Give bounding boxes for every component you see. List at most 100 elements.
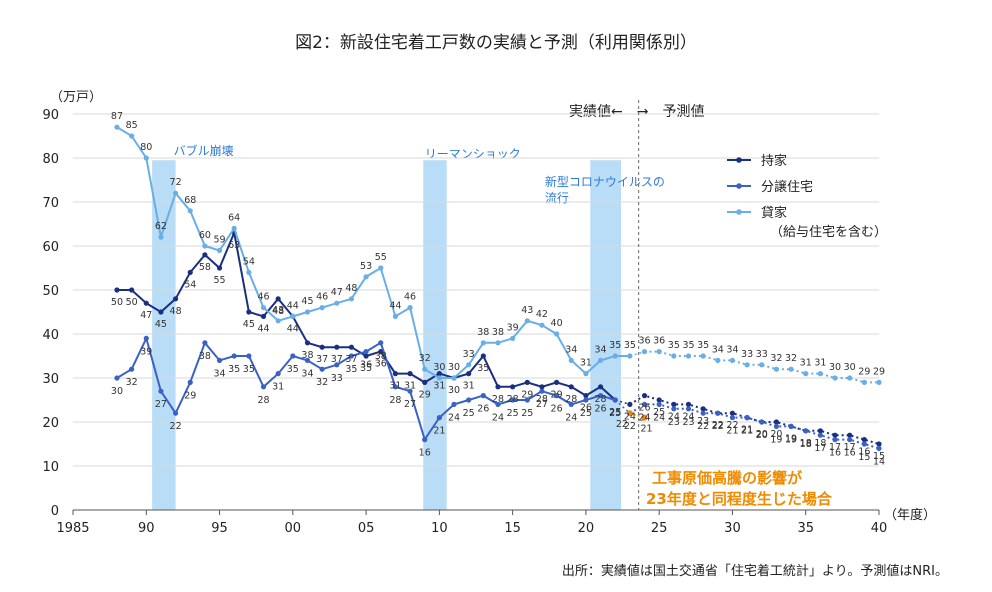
label-1-2003: 33 (331, 373, 343, 384)
label-0-1994: 58 (199, 262, 211, 273)
point-2-2004 (348, 296, 355, 302)
fpoint-1-2029 (715, 410, 721, 416)
point-1-2017 (539, 388, 545, 394)
point-1-2021 (597, 393, 604, 399)
point-2-1998 (260, 305, 267, 311)
fpoint-1-2026 (671, 406, 677, 412)
flabel-0-2025: 25 (653, 407, 665, 418)
label-2-1993: 68 (184, 195, 196, 206)
label-0-2013: 35 (477, 363, 489, 374)
band-2 (423, 160, 447, 510)
label-1-2020: 25 (580, 408, 592, 419)
label-0-2012: 31 (463, 381, 475, 392)
label-1-2002: 32 (316, 377, 328, 388)
point-1-2014 (495, 401, 501, 407)
label-1-2008: 27 (404, 399, 416, 410)
point-0-2007 (392, 371, 398, 377)
label-2-1996: 64 (228, 212, 240, 223)
fpoint-2-2031 (744, 362, 750, 368)
flabel-2-2032: 33 (756, 349, 768, 360)
label-1-2006: 38 (375, 351, 387, 362)
label-2-2000: 44 (287, 300, 299, 311)
fpoint-0-2025 (656, 397, 662, 403)
flabel-1-2023: 22 (624, 421, 636, 432)
chart-title: 図2：新設住宅着工戸数の実績と予測（利用関係別） (295, 33, 697, 53)
label-2-2016: 43 (521, 305, 533, 316)
fpoint-1-2031 (744, 415, 750, 421)
point-0-1999 (275, 296, 281, 302)
label-0-1996: 63 (228, 240, 240, 251)
label-0-1998: 44 (257, 323, 269, 334)
flabel-0-2028: 23 (697, 416, 709, 427)
point-0-2001 (304, 340, 311, 346)
point-1-1993 (187, 379, 193, 385)
fpoint-0-2027 (685, 401, 692, 407)
label-2-2003: 47 (331, 287, 343, 298)
flabel-2-2024: 36 (638, 336, 650, 347)
fpoint-2-2030 (729, 357, 736, 363)
label-1-2005: 36 (360, 360, 372, 371)
fpoint-0-2037 (832, 432, 838, 438)
x-tick-90: 90 (138, 521, 155, 536)
point-2-2017 (539, 322, 545, 328)
label-0-2014: 28 (492, 394, 504, 405)
point-1-1990 (143, 335, 149, 341)
label-2-2013: 38 (477, 327, 489, 338)
fpoint-2-2034 (788, 366, 794, 372)
point-2-1988 (114, 124, 120, 130)
flabel-0-2035: 18 (800, 438, 812, 449)
label-2-1990: 80 (140, 142, 152, 153)
fpoint-2-2035 (803, 371, 809, 377)
point-1-1988 (114, 375, 120, 381)
point-2-2002 (319, 305, 325, 311)
point-2-2023 (627, 353, 633, 359)
point-1-2022 (612, 397, 618, 403)
legend-label-0: 持家 (761, 153, 787, 169)
flabel-2-2036: 31 (814, 358, 826, 369)
point-0-2004 (348, 344, 355, 350)
fpoint-1-2037 (832, 437, 838, 443)
label-1-2007: 28 (389, 395, 401, 406)
point-2-2008 (407, 305, 413, 311)
y-tick-70: 70 (42, 196, 59, 211)
point-0-2013 (480, 353, 486, 359)
flabel-1-2026: 23 (668, 417, 680, 428)
flabel-2-2035: 31 (800, 358, 812, 369)
label-1-2022: 25 (609, 408, 621, 419)
flabel-0-2023: 24 (624, 411, 636, 422)
y-tick-50: 50 (42, 284, 59, 299)
fpoint-1-2040 (876, 445, 882, 451)
fpoint-2-2026 (671, 353, 677, 359)
flabel-0-2034: 19 (785, 433, 797, 444)
label-2-2002: 46 (316, 292, 328, 303)
fpoint-1-2024 (641, 401, 648, 407)
label-1-1994: 38 (199, 351, 211, 362)
point-2-2006 (378, 265, 384, 271)
point-2-1993 (187, 208, 193, 214)
fpoint-0-2033 (773, 419, 780, 425)
label-2-2020: 31 (580, 358, 592, 369)
flabel-2-2034: 32 (785, 353, 797, 364)
point-0-2002 (319, 344, 325, 350)
legend-label-1: 分譲住宅 (761, 179, 813, 195)
label-2-1988: 87 (111, 111, 123, 122)
point-2-2003 (334, 300, 340, 306)
fpoint-0-2040 (876, 441, 882, 447)
point-1-1999 (275, 371, 281, 377)
label-1-1988: 30 (111, 386, 123, 397)
point-0-1992 (172, 296, 179, 302)
point-2-1992 (172, 190, 179, 196)
x-tick-1985: 1985 (56, 521, 89, 536)
fpoint-2-2028 (700, 353, 706, 359)
point-0-2019 (568, 384, 574, 390)
point-0-1998 (260, 313, 267, 319)
label-2-2007: 44 (389, 300, 401, 311)
fpoint-2-2037 (832, 375, 838, 381)
point-2-2014 (495, 340, 501, 346)
point-1-1989 (129, 366, 135, 372)
series-layer (114, 124, 882, 451)
point-2-1991 (158, 234, 164, 240)
label-2-2011: 30 (448, 362, 460, 373)
